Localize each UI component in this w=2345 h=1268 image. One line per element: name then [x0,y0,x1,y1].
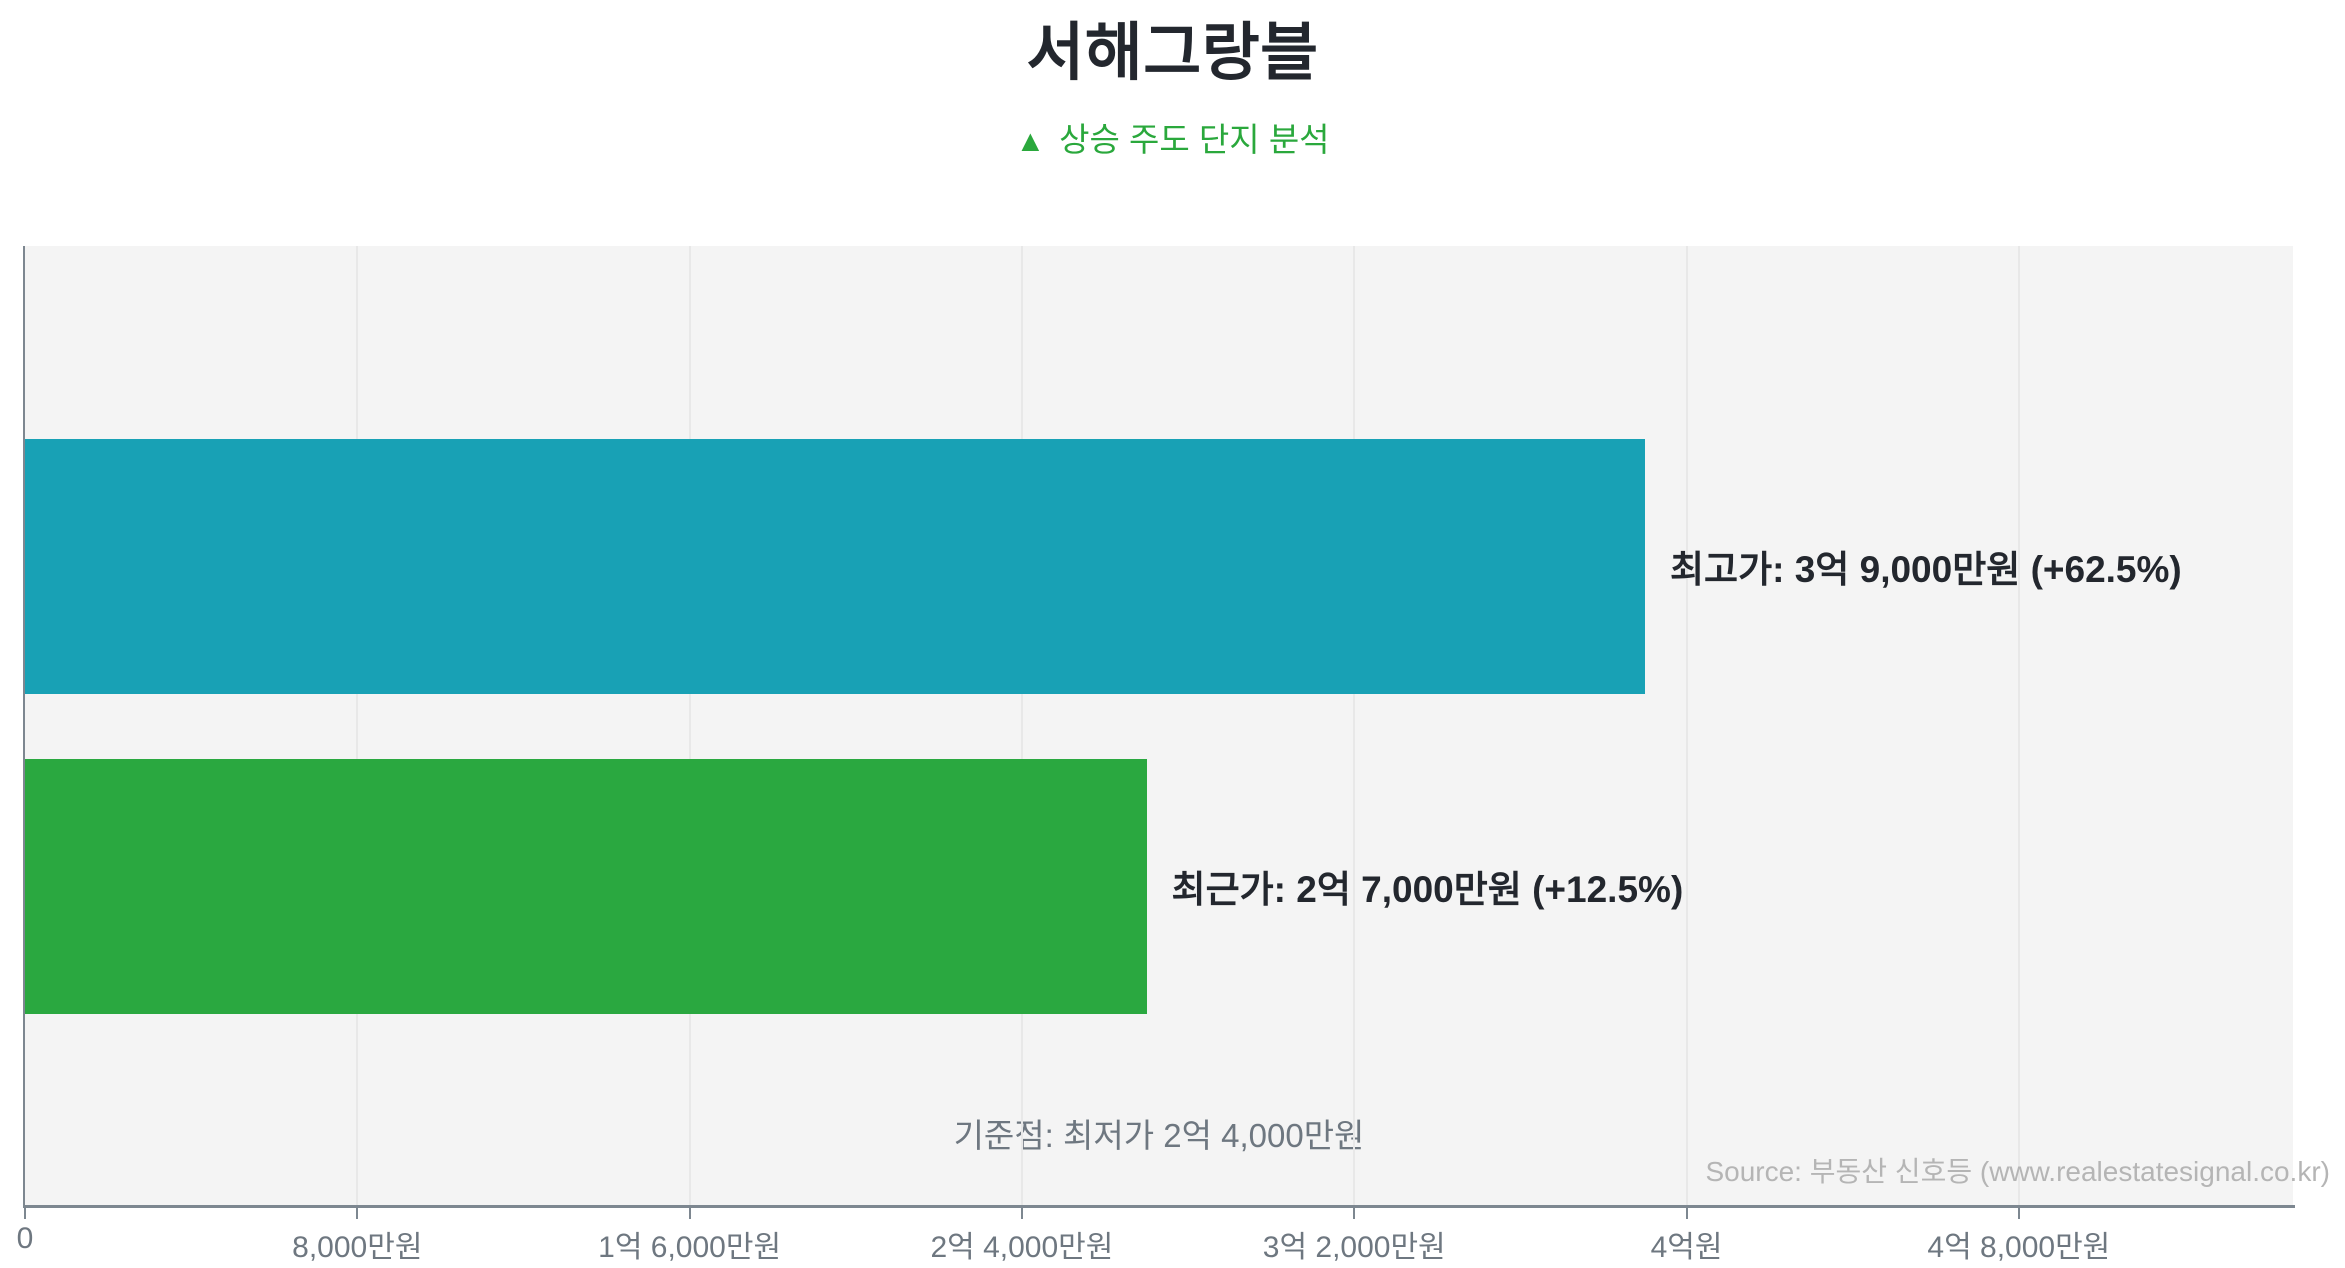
bar-value-label: 최고가: 3억 9,000만원 (+62.5%) [1670,549,2182,590]
y-axis-line [23,246,25,1208]
x-tick-label: 3억 2,000만원 [1262,1231,1446,1264]
x-tick-label: 4억원 [1650,1231,1723,1264]
x-tick-label: 1억 6,000만원 [598,1231,782,1264]
x-tick-label: 8,000만원 [292,1231,423,1264]
gridline [356,246,359,1206]
gridline [688,246,691,1206]
subtitle-text: 상승 주도 단지 분석 [1059,121,1330,158]
x-tick-mark [688,1208,691,1219]
x-tick-mark [1685,1208,1688,1219]
x-tick-mark [24,1208,26,1219]
x-axis-line [23,1205,2295,1208]
x-tick-label: 4억 8,000만원 [1927,1231,2111,1264]
up-triangle-icon: ▲ [1015,125,1046,158]
gridline [2017,246,2020,1206]
x-tick-mark [356,1208,359,1219]
x-tick-label: 2억 4,000만원 [930,1231,1114,1264]
x-tick-label: 0 [16,1222,34,1255]
plot-area: 기준점: 최저가 2억 4,000만원 최고가: 3억 9,000만원 (+62… [25,246,2293,1206]
x-tick-mark [1353,1208,1356,1219]
x-tick-mark [2017,1208,2020,1219]
baseline-annotation: 기준점: 최저가 2억 4,000만원 [953,1117,1365,1154]
source-credit: Source: 부동산 신호등 (www.realestatesignal.co… [1705,1156,2330,1187]
chart-title: 서해그랑블 [1026,18,1319,88]
bar-high-price [25,438,1645,694]
gridline [1020,246,1023,1206]
bar-value-label: 최근가: 2억 7,000만원 (+12.5%) [1171,869,1684,910]
x-axis: 0 8,000만원 1억 6,000만원 2억 4,000만원 3억 2,000만원 4억… [17,1208,2293,1268]
gridline [1685,246,1688,1206]
chart-subtitle: ▲ 상승 주도 단지 분석 [0,113,2345,161]
bar-recent-price [25,758,1147,1014]
x-tick-mark [1020,1208,1023,1219]
gridline [1353,246,1356,1206]
